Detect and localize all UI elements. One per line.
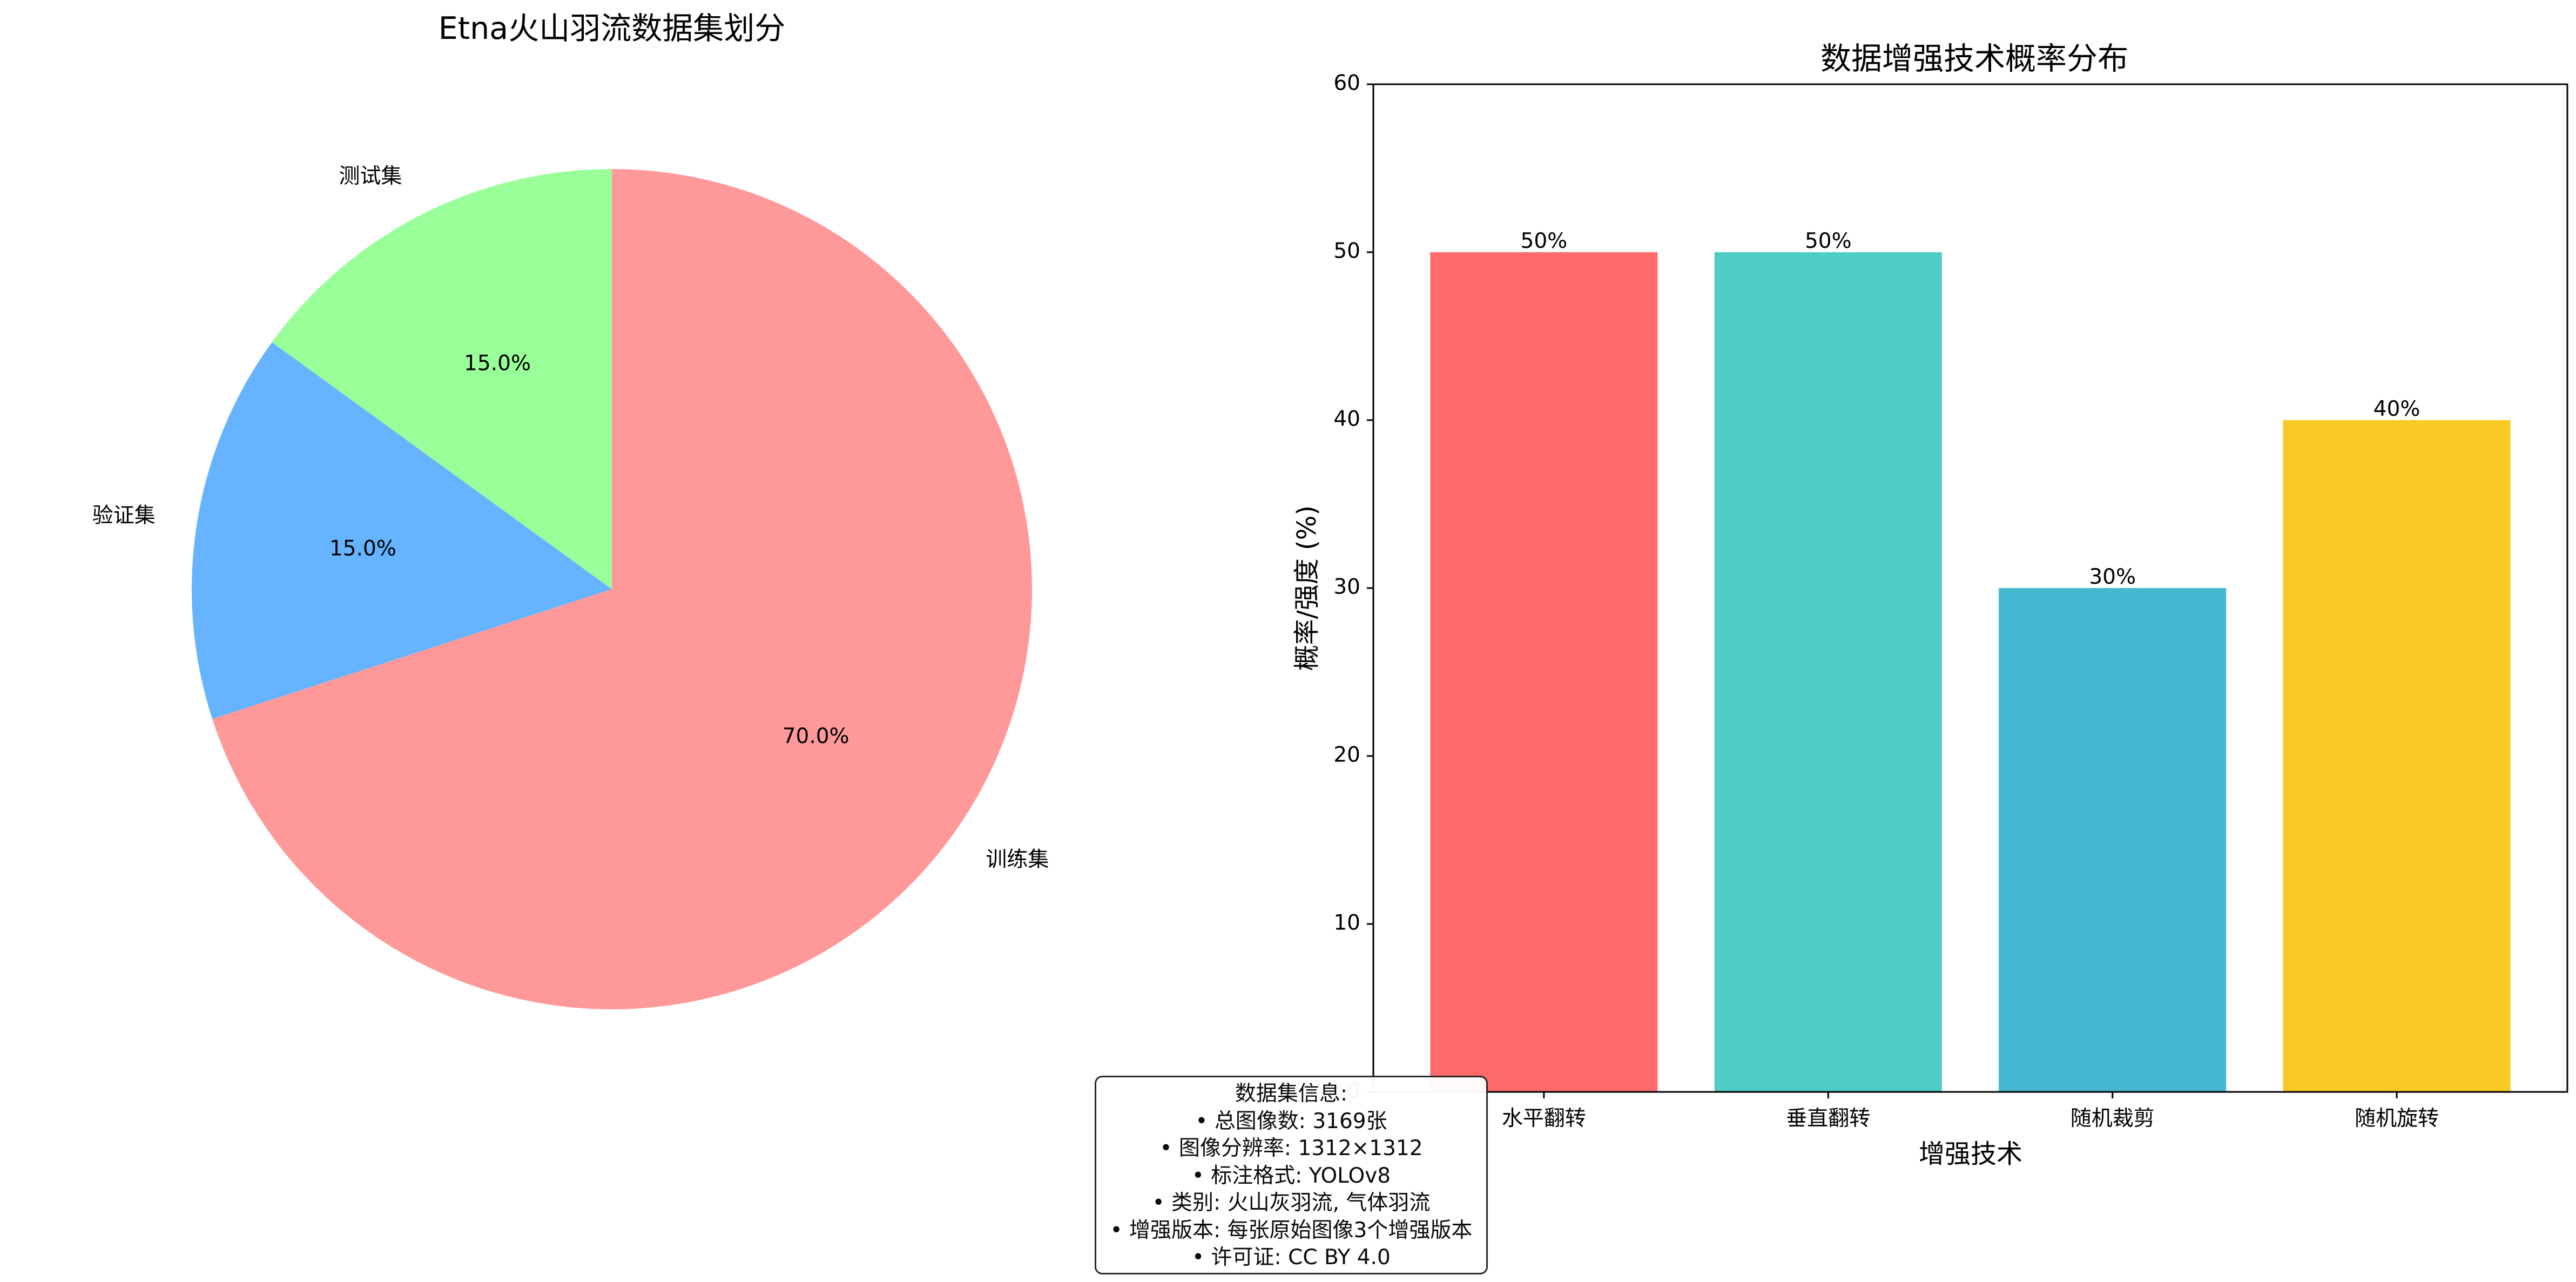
bar	[2283, 420, 2511, 1092]
info-line: • 许可证: CC BY 4.0	[1192, 1245, 1391, 1270]
y-tick-label: 40	[1333, 407, 1360, 431]
pie-category-label: 验证集	[92, 504, 156, 528]
pie-percent-label: 70.0%	[783, 724, 849, 748]
pie-title: Etna火山羽流数据集划分	[439, 11, 785, 46]
x-tick-label: 水平翻转	[1502, 1106, 1586, 1131]
x-tick-label: 随机旋转	[2355, 1106, 2439, 1131]
y-tick-label: 10	[1333, 911, 1360, 935]
pie-percent-label: 15.0%	[464, 352, 531, 376]
pie-slice	[191, 342, 612, 719]
bar-value-labels: 50% 50% 30% 40%	[1521, 229, 2420, 589]
x-axis-label: 增强技术	[1919, 1139, 2022, 1169]
pie-slice	[272, 168, 612, 589]
y-axis-label: 概率/强度 (%)	[1292, 505, 1322, 671]
pie-labels: 训练集 70.0% 验证集 15.0% 测试集 15.0%	[92, 164, 1049, 872]
info-line: • 图像分辨率: 1312×1312	[1159, 1136, 1423, 1160]
info-line: • 标注格式: YOLOv8	[1191, 1163, 1391, 1188]
pie-percent-label: 15.0%	[329, 536, 396, 561]
bar-value-label: 50%	[1805, 229, 1852, 253]
pie-slice	[212, 169, 1032, 1009]
info-line: 数据集信息:	[1235, 1082, 1348, 1106]
bar	[1430, 252, 1658, 1092]
info-line: • 增强版本: 每张原始图像3个增强版本	[1110, 1218, 1473, 1243]
bar	[1999, 588, 2227, 1092]
y-tick-label: 30	[1333, 575, 1360, 599]
bar-value-label: 50%	[1521, 229, 1568, 253]
x-axis-ticks: 水平翻转 垂直翻转 随机裁剪 随机旋转	[1502, 1092, 2439, 1131]
pie-chart: Etna火山羽流数据集划分 训练集 70.0% 验证集 15.0% 测试集 15.0%	[92, 11, 1049, 1009]
info-line: • 类别: 火山灰羽流, 气体羽流	[1152, 1191, 1431, 1215]
y-tick-label: 20	[1333, 743, 1360, 767]
pie-category-label: 测试集	[339, 164, 402, 188]
pie-slices	[191, 168, 1032, 1009]
y-axis-ticks: 0102030405060	[1333, 71, 1373, 1103]
bar	[1714, 252, 1942, 1092]
bar-series	[1430, 252, 2511, 1092]
bar-title: 数据增强技术概率分布	[1820, 41, 2128, 77]
info-line: • 总图像数: 3169张	[1195, 1109, 1387, 1133]
dataset-info-box: 数据集信息: • 总图像数: 3169张 • 图像分辨率: 1312×1312 …	[1095, 1076, 1488, 1274]
bar-value-label: 40%	[2373, 397, 2420, 421]
bar-chart: 数据增强技术概率分布 50%50%30%40% 0102030405060 水平…	[1292, 41, 2568, 1169]
x-tick-label: 垂直翻转	[1786, 1106, 1870, 1131]
x-tick-label: 随机裁剪	[2071, 1106, 2155, 1131]
bar-value-label: 30%	[2089, 565, 2136, 589]
y-tick-label: 50	[1333, 239, 1360, 264]
pie-category-label: 训练集	[986, 848, 1049, 872]
y-tick-label: 60	[1333, 71, 1360, 96]
